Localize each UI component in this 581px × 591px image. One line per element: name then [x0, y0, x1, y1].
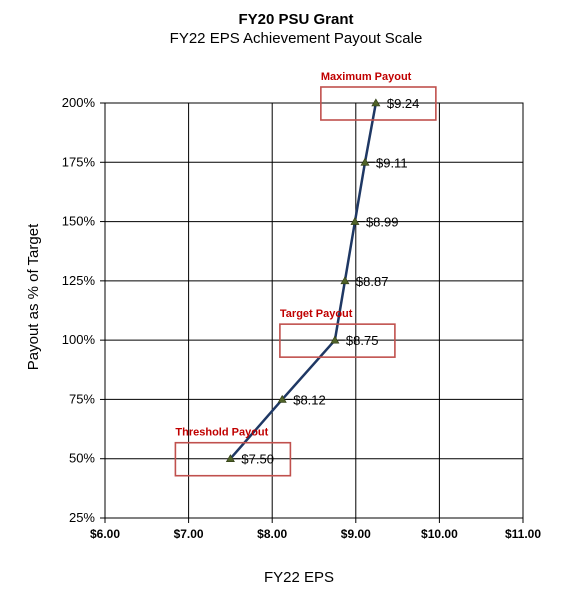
data-point	[350, 216, 360, 225]
data-point	[340, 276, 350, 285]
data-point	[330, 335, 340, 344]
y-axis-ticks: 25% 50% 75% 100% 125% 150% 175% 200%	[62, 95, 96, 525]
annotation-label: Maximum Payout	[321, 71, 412, 83]
data-label: $8.12	[293, 392, 326, 407]
data-label: $8.75	[346, 333, 379, 348]
x-tick-label: $9.00	[341, 527, 371, 541]
data-label: $7.50	[241, 452, 274, 467]
y-tick-label: 75%	[69, 391, 95, 406]
data-label: $9.24	[387, 96, 420, 111]
y-tick-label: 25%	[69, 510, 95, 525]
data-point	[371, 98, 381, 107]
x-axis-title: FY22 EPS	[264, 569, 334, 586]
y-tick-label: 100%	[62, 332, 96, 347]
x-tick-label: $11.00	[505, 527, 541, 541]
annotation-label: Threshold Payout	[175, 427, 268, 439]
annotation-box	[174, 441, 292, 477]
x-tick-label: $10.00	[421, 527, 458, 541]
data-point	[225, 454, 235, 463]
chart-subtitle: FY22 EPS Achievement Payout Scale	[170, 30, 423, 47]
y-tick-label: 175%	[62, 154, 96, 169]
data-label: $8.87	[356, 274, 389, 289]
data-labels: $7.50 $8.12 $8.75 $8.87 $8.99 $9.11 $9.24	[233, 96, 419, 467]
series	[225, 98, 381, 463]
annotations: Maximum Payout Target Payout Threshold Pay…	[174, 71, 437, 477]
x-tick-label: $7.00	[174, 527, 204, 541]
y-tick-label: 125%	[62, 273, 96, 288]
chart-title: FY20 PSU Grant	[238, 11, 353, 28]
annotation-label: Target Payout	[280, 308, 353, 320]
y-tick-label: 150%	[62, 214, 96, 229]
annotation-box	[279, 323, 396, 358]
annotation-box	[320, 86, 437, 121]
y-axis-title: Payout as % of Target	[25, 223, 42, 370]
x-tick-label: $6.00	[90, 527, 120, 541]
data-point	[277, 394, 287, 403]
data-label: $8.99	[366, 215, 399, 230]
plot-area	[104, 102, 524, 519]
data-label: $9.11	[376, 155, 408, 170]
data-point	[360, 157, 370, 166]
y-tick-label: 200%	[62, 95, 96, 110]
y-tick-label: 50%	[69, 451, 95, 466]
x-axis-ticks: $6.00 $7.00 $8.00 $9.00 $10.00 $11.00	[90, 527, 541, 541]
x-tick-label: $8.00	[257, 527, 287, 541]
